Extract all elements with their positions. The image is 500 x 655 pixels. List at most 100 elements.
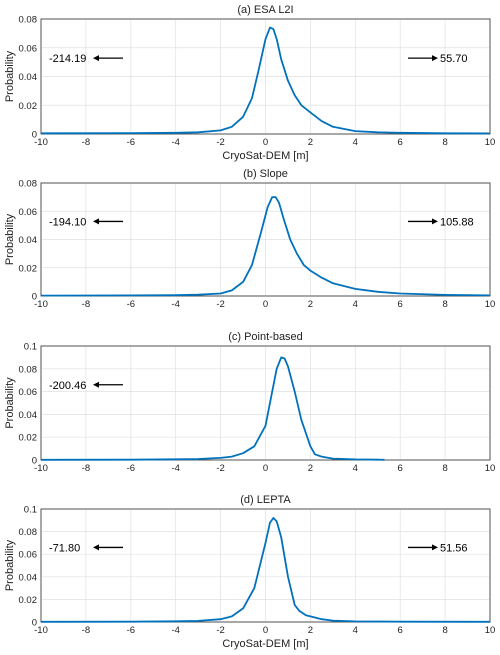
x-tick-label: 8 — [442, 299, 447, 310]
left-outlier-value: -71.80 — [49, 542, 80, 554]
x-tick-label: 10 — [485, 625, 496, 636]
y-tick-label: 0.06 — [19, 207, 38, 218]
right-arrow-head-icon — [432, 218, 438, 225]
x-tick-label: -4 — [171, 625, 179, 636]
y-tick-label: 0.02 — [19, 433, 38, 444]
x-tick-label: -8 — [82, 299, 90, 310]
x-tick-label: 6 — [398, 137, 403, 148]
x-tick-label: -2 — [216, 463, 224, 474]
panel-2: -10 -8 -6 -4 -2 0 2 4 6 8 10 0 0.02 0.04 0.06 0.08 (b) S… — [4, 168, 495, 310]
x-tick-label: -2 — [216, 137, 224, 148]
y-tick-label: 0.06 — [19, 387, 38, 398]
axes-box — [40, 345, 491, 461]
right-outlier-value: 51.56 — [440, 542, 468, 554]
x-tick-label: 10 — [485, 299, 496, 310]
x-tick-label: -8 — [82, 625, 90, 636]
y-tick-label: 0.1 — [24, 342, 37, 353]
left-arrow-head-icon — [93, 544, 99, 551]
y-tick-label: 0 — [32, 130, 37, 141]
x-tick-label: -6 — [127, 625, 135, 636]
left-arrow-head-icon — [93, 55, 99, 62]
x-tick-label: -2 — [216, 625, 224, 636]
x-axis-label: CryoSat-DEM [m] — [222, 150, 308, 162]
x-tick-label: 4 — [353, 625, 358, 636]
panel-4: -10 -8 -6 -4 -2 0 2 4 6 8 10 0 0.02 0.04 0.06 0.08 0.1 (d… — [4, 494, 495, 650]
x-tick-label: -10 — [34, 299, 48, 310]
y-tick-label: 0.02 — [19, 595, 38, 606]
pdf-curve — [40, 196, 491, 297]
x-tick-label: 2 — [308, 299, 313, 310]
panel-title: (b) Slope — [243, 168, 288, 180]
x-tick-label: 10 — [485, 463, 496, 474]
y-tick-label: 0 — [32, 456, 37, 467]
x-tick-label: 0 — [263, 625, 268, 636]
axes-box — [40, 18, 491, 135]
x-tick-label: -10 — [34, 137, 48, 148]
x-tick-label: -4 — [171, 137, 179, 148]
y-tick-label: 0.04 — [19, 235, 38, 246]
y-tick-label: 0.04 — [19, 572, 38, 583]
x-tick-label: 4 — [353, 299, 358, 310]
panel-title: (a) ESA L2I — [237, 4, 293, 16]
x-tick-label: -4 — [171, 299, 179, 310]
y-axis-label: Probability — [4, 50, 16, 102]
x-tick-label: 6 — [398, 625, 403, 636]
x-axis-label: CryoSat-DEM [m] — [222, 638, 308, 650]
x-tick-label: 6 — [398, 299, 403, 310]
x-tick-label: -10 — [34, 625, 48, 636]
y-tick-label: 0 — [32, 292, 37, 303]
pdf-curve — [40, 26, 491, 135]
x-tick-label: 4 — [353, 137, 358, 148]
x-tick-label: 0 — [263, 299, 268, 310]
y-tick-label: 0.02 — [19, 101, 38, 112]
x-tick-label: -4 — [171, 463, 179, 474]
left-arrow-head-icon — [93, 218, 99, 225]
left-outlier-value: -194.10 — [49, 216, 86, 228]
axes-box — [40, 508, 491, 623]
x-tick-label: 10 — [485, 137, 496, 148]
y-tick-label: 0.08 — [19, 15, 38, 26]
pdf-curve — [40, 356, 385, 461]
left-outlier-value: -214.19 — [49, 53, 86, 65]
y-tick-label: 0.06 — [19, 43, 38, 54]
x-tick-label: 0 — [263, 463, 268, 474]
x-tick-label: -8 — [82, 137, 90, 148]
panel-title: (d) LEPTA — [240, 494, 291, 506]
y-tick-label: 0.04 — [19, 72, 38, 83]
x-tick-label: -8 — [82, 463, 90, 474]
pdf-curve — [40, 517, 491, 623]
y-tick-label: 0 — [32, 618, 37, 629]
left-outlier-value: -200.46 — [49, 380, 86, 392]
panel-1: -10 -8 -6 -4 -2 0 2 4 6 8 10 0 0.02 0.04 0.06 0.08 (a) E… — [4, 4, 495, 162]
x-tick-label: -10 — [34, 463, 48, 474]
x-tick-label: -6 — [127, 137, 135, 148]
axes-box — [40, 182, 491, 297]
right-arrow-head-icon — [432, 544, 438, 551]
y-tick-label: 0.1 — [24, 505, 37, 516]
x-tick-label: 4 — [353, 463, 358, 474]
y-tick-label: 0.08 — [19, 527, 38, 538]
y-tick-label: 0.08 — [19, 364, 38, 375]
panel-title: (c) Point-based — [228, 331, 303, 343]
y-tick-label: 0.06 — [19, 550, 38, 561]
x-tick-label: -6 — [127, 463, 135, 474]
x-tick-label: -6 — [127, 299, 135, 310]
x-tick-label: 2 — [308, 137, 313, 148]
y-axis-label: Probability — [4, 213, 16, 265]
x-tick-label: 8 — [442, 137, 447, 148]
y-tick-label: 0.04 — [19, 410, 38, 421]
x-tick-label: -2 — [216, 299, 224, 310]
y-tick-label: 0.08 — [19, 179, 38, 190]
y-axis-label: Probability — [4, 539, 16, 591]
x-tick-label: 2 — [308, 625, 313, 636]
panel-3: -10 -8 -6 -4 -2 0 2 4 6 8 10 0 0.02 0.04 0.06 0.08 0.1 (c… — [4, 331, 495, 474]
x-tick-label: 2 — [308, 463, 313, 474]
x-tick-label: 0 — [263, 137, 268, 148]
x-tick-label: 6 — [398, 463, 403, 474]
right-outlier-value: 105.88 — [440, 216, 474, 228]
y-tick-label: 0.02 — [19, 263, 38, 274]
left-arrow-head-icon — [93, 381, 99, 388]
x-tick-label: 8 — [442, 625, 447, 636]
right-arrow-head-icon — [432, 55, 438, 62]
